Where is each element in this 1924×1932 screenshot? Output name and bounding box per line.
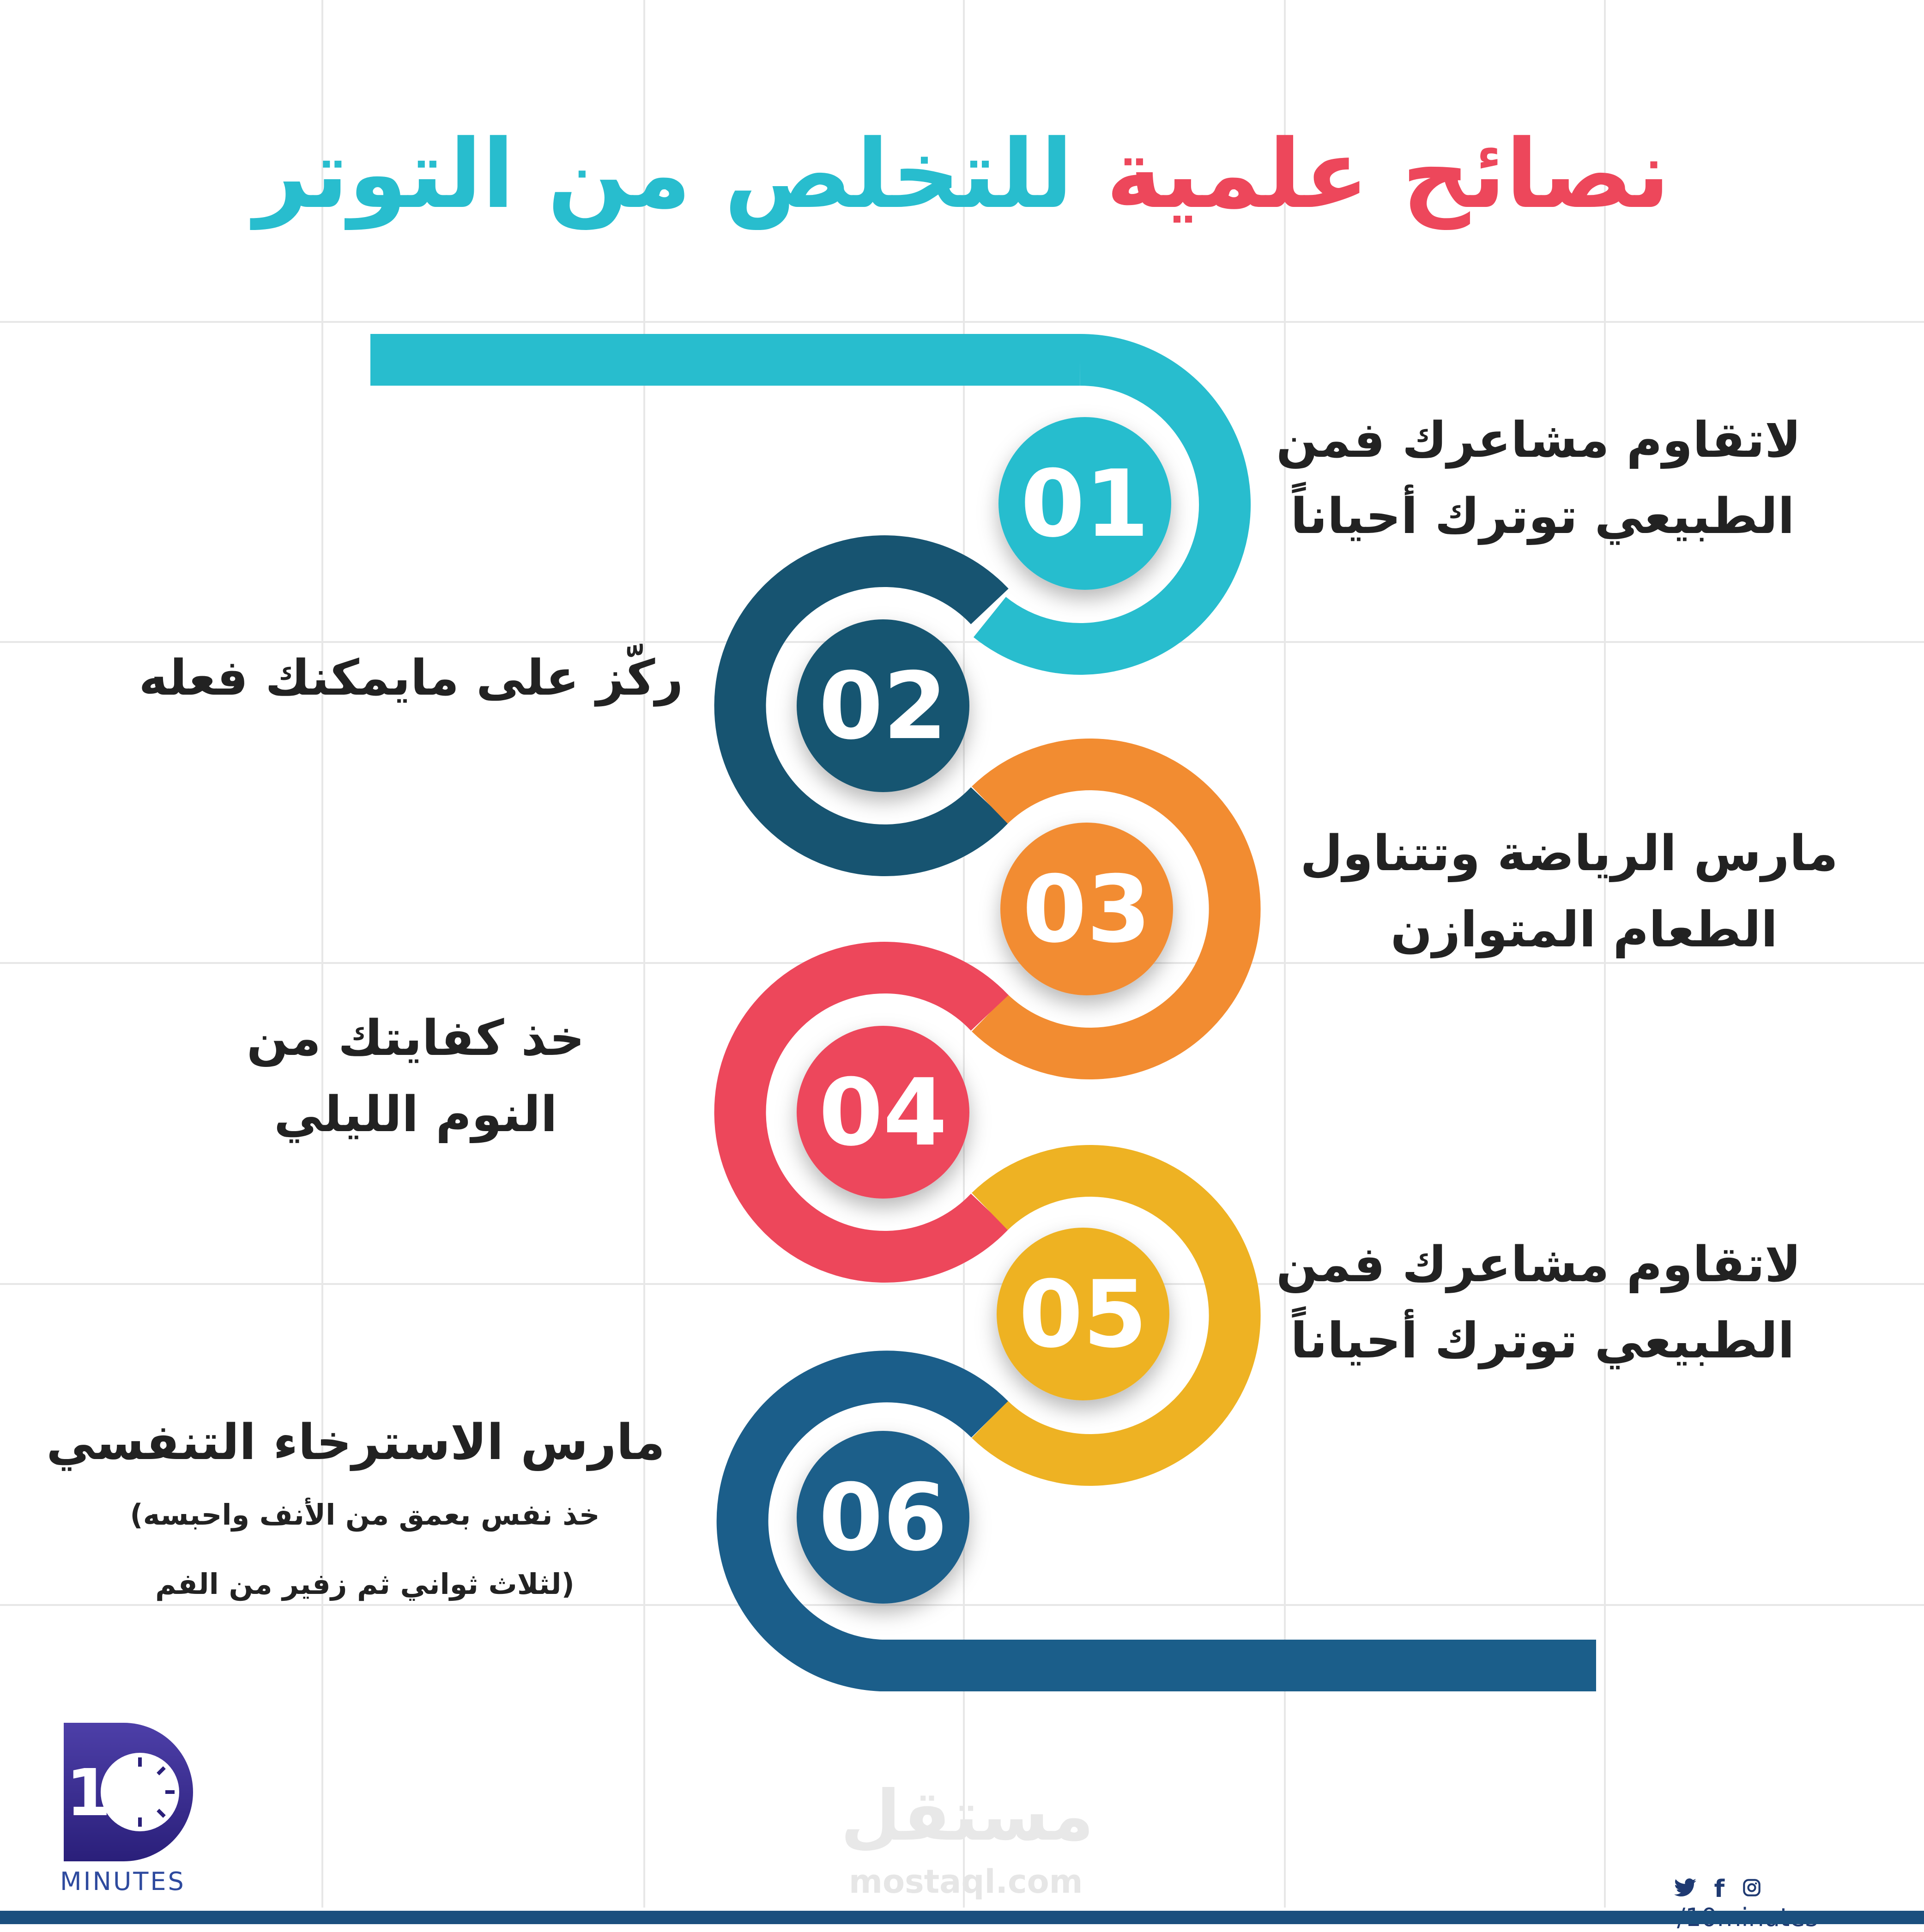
step-circle-04 <box>797 1026 969 1199</box>
step-number-03: 03 <box>1022 856 1151 963</box>
path-segment-02 <box>714 535 1009 876</box>
watermark-arabic: مستقل <box>841 1776 1094 1856</box>
path-segment-03 <box>972 739 1261 1079</box>
bottom-bar <box>0 1911 1924 1924</box>
tip-02-line-1: ركّز على مايمكنك فعله <box>139 649 684 706</box>
tip-06-line-1: مارس الاسترخاء التنفسي <box>46 1414 665 1471</box>
facebook-icon[interactable]: f <box>1714 1875 1725 1903</box>
logo-word: MINUTES <box>60 1867 186 1896</box>
step-number-04: 04 <box>818 1059 948 1167</box>
path-segment-01 <box>974 333 1251 675</box>
tip-03: مارس الرياضة وتتناول الطعام المتوازن <box>1300 815 1838 968</box>
tip-04: خذ كفايتك من النوم الليلي <box>208 1000 623 1152</box>
tip-04-line-1: خذ كفايتك من <box>247 1010 585 1066</box>
10-minutes-logo: 10 <box>64 1723 193 1861</box>
tip-03-line-1: مارس الرياضة وتتناول <box>1300 825 1838 882</box>
page-title: نصائح علمية للتخلص من التوتر <box>0 118 1924 231</box>
tip-01: لاتقاوم مشاعرك فمن الطبيعي توترك أحياناً <box>1276 402 1801 554</box>
tip-02: ركّز على مايمكنك فعله <box>139 640 684 716</box>
step-circle-03 <box>1000 823 1173 995</box>
twitter-icon[interactable] <box>1674 1875 1696 1903</box>
step-number-06: 06 <box>818 1464 948 1572</box>
tip-03-line-2: الطعام المتوازن <box>1390 901 1778 958</box>
logo-number: 10 <box>66 1756 156 1831</box>
path-segment-06 <box>716 1351 1596 1691</box>
step-circle-01 <box>998 417 1171 590</box>
step-circle-02 <box>797 619 969 792</box>
step-circle-05 <box>997 1228 1169 1400</box>
step-circle-06 <box>797 1431 969 1604</box>
tip-01-line-2: الطبيعي توترك أحياناً <box>1290 488 1795 545</box>
tip-01-line-1: لاتقاوم مشاعرك فمن <box>1276 412 1801 468</box>
step-number-02: 02 <box>818 653 948 760</box>
title-part-pink: نصائح علمية <box>1106 120 1670 230</box>
watermark-latin: mostaql.com <box>849 1863 1083 1901</box>
path-segment-05 <box>972 1145 1261 1486</box>
step-number-01: 01 <box>1020 450 1150 558</box>
title-part-cyan: للتخلص من التوتر <box>254 120 1073 230</box>
step-number-05: 05 <box>1018 1261 1148 1369</box>
tip-05-line-2: الطبيعي توترك أحياناً <box>1290 1312 1795 1369</box>
instagram-icon[interactable] <box>1742 1875 1761 1903</box>
tip-04-line-2: النوم الليلي <box>274 1086 557 1143</box>
tip-06-sub-2: (لثلاث ثواني ثم زفير من الفم <box>155 1567 575 1601</box>
tip-05-line-1: لاتقاوم مشاعرك فمن <box>1276 1236 1801 1293</box>
tip-06: مارس الاسترخاء التنفسي خذ نفس بعمق من ال… <box>46 1404 665 1619</box>
path-segment-04 <box>714 942 1009 1283</box>
tip-06-sub-1: خذ نفس بعمق من الأنف واحبسه) <box>130 1498 600 1532</box>
tip-05: لاتقاوم مشاعرك فمن الطبيعي توترك أحياناً <box>1276 1226 1801 1379</box>
